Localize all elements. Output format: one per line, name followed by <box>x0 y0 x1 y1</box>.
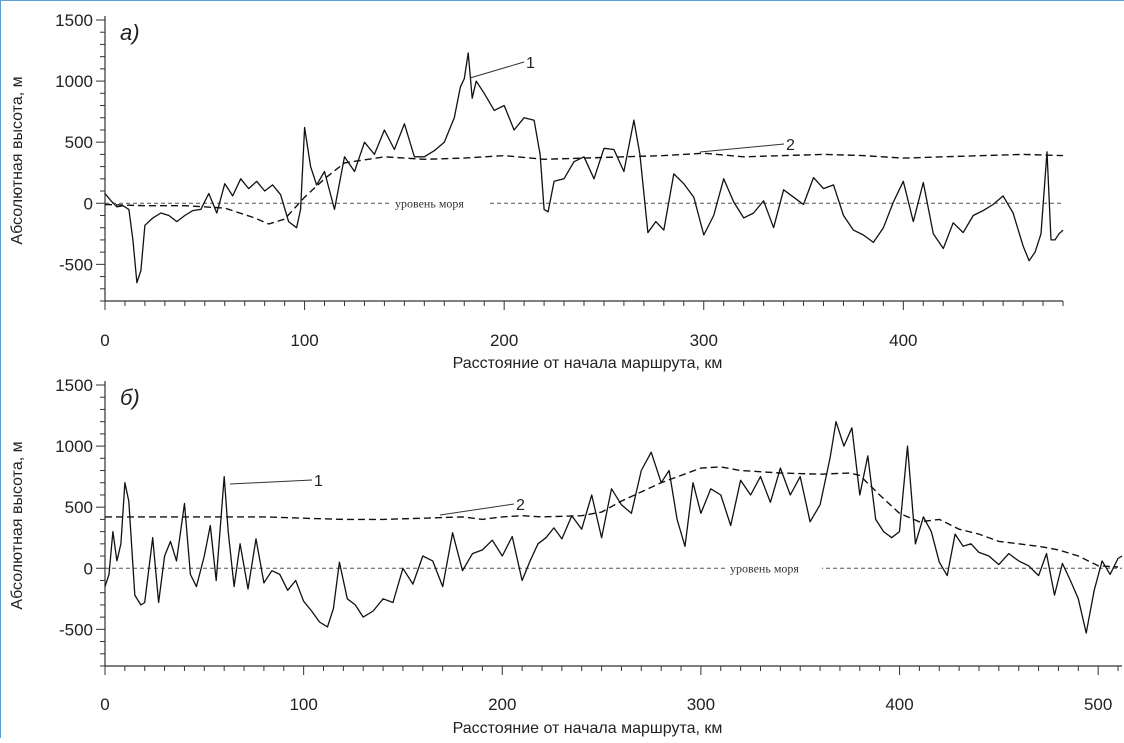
sea-level-label-bg <box>726 560 822 575</box>
y-axis-title: Абсолютная высота, м <box>9 441 26 609</box>
callout-leader-line <box>469 61 525 79</box>
x-tick-label: 500 <box>1084 695 1112 714</box>
y-tick-label: 1000 <box>55 437 93 456</box>
series-line-2-smoothed <box>105 466 1119 568</box>
x-tick-label: 400 <box>889 331 917 350</box>
x-tick-label: 100 <box>290 331 318 350</box>
series-line-1-profile <box>104 52 1064 284</box>
x-tick-label: 300 <box>687 695 715 714</box>
x-tick-label: 200 <box>488 695 516 714</box>
sea-level-label: уровень моря <box>730 561 799 575</box>
y-tick-label: 0 <box>84 194 93 213</box>
panel-label: б) <box>120 385 140 410</box>
x-axis-title: Расстояние от начала маршрута, км <box>453 355 723 372</box>
series-line-1-profile <box>104 421 1123 634</box>
y-tick-label: 1500 <box>55 376 93 395</box>
x-tick-label: 400 <box>885 695 913 714</box>
y-tick-label: 500 <box>65 133 93 152</box>
callout-leader-line <box>229 479 313 485</box>
callout-label: 2 <box>786 137 795 154</box>
y-tick-label: 1000 <box>55 72 93 91</box>
callout-label: 2 <box>516 497 525 514</box>
x-tick-label: 300 <box>690 331 718 350</box>
x-axis-title: Расстояние от начала маршрута, км <box>453 720 723 737</box>
series-line-2-smoothed <box>104 152 1064 225</box>
x-tick-label: 0 <box>100 331 109 350</box>
callout-leader-line <box>699 143 785 153</box>
chart-panel-1: -500 0 500 1000 1500 0 100 200 300 400 Расстояние … <box>9 11 1064 372</box>
y-tick-label: 0 <box>84 559 93 578</box>
sea-level-label-bg <box>391 195 487 210</box>
x-tick-label: 100 <box>289 695 317 714</box>
y-tick-label: 1500 <box>55 11 93 30</box>
chart-panel-2: -500 0 500 1000 1500 0 100 200 300 400 500 Расстоян… <box>9 376 1123 737</box>
y-tick-label: -500 <box>59 620 93 639</box>
y-tick-label: -500 <box>59 255 93 274</box>
x-tick-label: 0 <box>100 695 109 714</box>
callout-label: 1 <box>314 473 323 490</box>
callout-leader-line <box>439 503 515 516</box>
x-tick-label: 200 <box>490 331 518 350</box>
sea-level-label: уровень моря <box>395 196 464 210</box>
callout-label: 1 <box>526 55 535 72</box>
y-tick-label: 500 <box>65 498 93 517</box>
panel-label: а) <box>120 20 140 45</box>
y-axis-title: Абсолютная высота, м <box>9 76 26 244</box>
